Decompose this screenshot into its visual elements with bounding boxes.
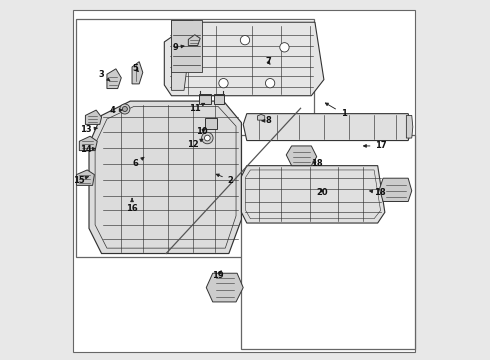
Text: 14: 14 [79,145,95,154]
Text: 10: 10 [196,127,208,136]
FancyBboxPatch shape [214,94,224,104]
Polygon shape [242,166,385,223]
Polygon shape [206,273,243,302]
Polygon shape [107,69,122,89]
Polygon shape [379,178,412,202]
Text: 6: 6 [133,157,144,168]
Text: 5: 5 [133,64,139,73]
Polygon shape [79,136,97,150]
Circle shape [219,78,228,88]
Circle shape [280,42,289,52]
Polygon shape [406,116,413,138]
Text: 18: 18 [311,159,322,168]
Text: 20: 20 [316,188,328,197]
Text: 17: 17 [364,141,387,150]
Polygon shape [258,114,265,120]
Polygon shape [164,22,324,96]
Polygon shape [76,170,95,185]
FancyBboxPatch shape [205,118,217,129]
FancyBboxPatch shape [73,10,416,352]
Text: 11: 11 [189,103,205,113]
Polygon shape [172,21,193,90]
Polygon shape [89,101,242,253]
Circle shape [204,135,210,141]
Polygon shape [85,110,101,125]
Polygon shape [132,62,143,84]
Circle shape [266,78,275,88]
Circle shape [240,36,250,45]
Text: 2: 2 [216,174,234,185]
Polygon shape [286,146,317,166]
Text: 18: 18 [370,188,385,197]
Text: 7: 7 [266,57,271,66]
Text: 19: 19 [212,270,224,279]
Text: 16: 16 [126,198,138,213]
FancyBboxPatch shape [242,135,416,348]
Text: 3: 3 [98,70,110,81]
Circle shape [120,104,130,114]
Polygon shape [188,35,200,45]
Text: 9: 9 [172,43,184,52]
FancyBboxPatch shape [76,19,314,257]
Text: 12: 12 [187,139,203,149]
Polygon shape [172,21,202,72]
Text: 15: 15 [74,176,88,185]
Text: 4: 4 [109,105,122,114]
Text: 1: 1 [325,103,346,118]
Circle shape [122,107,127,112]
Circle shape [201,132,213,144]
FancyBboxPatch shape [199,94,211,104]
Text: 8: 8 [262,116,271,125]
Text: 13: 13 [79,125,97,134]
Polygon shape [243,114,412,140]
